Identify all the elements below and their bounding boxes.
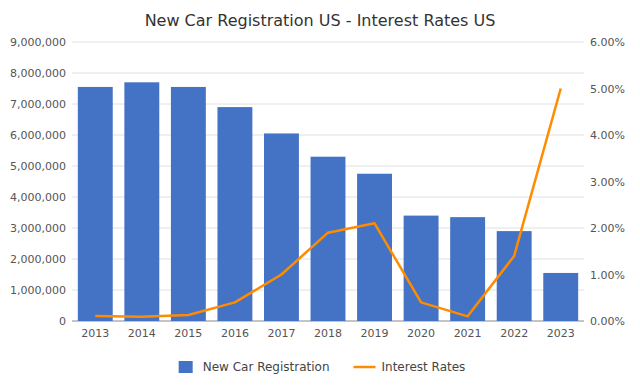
y-tick-label: 1,000,000	[10, 284, 66, 297]
x-tick-label: 2017	[267, 327, 295, 340]
title: New Car Registration US - Interest Rates…	[145, 11, 496, 30]
x-tick-label: 2019	[361, 327, 389, 340]
y2-tick-label: 2.00%	[590, 222, 625, 235]
y-tick-label: 8,000,000	[10, 67, 66, 80]
x-tick-label: 2016	[221, 327, 249, 340]
legend-label: Interest Rates	[382, 360, 466, 374]
line	[95, 89, 560, 317]
bar	[543, 273, 578, 321]
y2-tick-label: 4.00%	[590, 129, 625, 142]
x-tick-label: 2015	[174, 327, 202, 340]
bar	[450, 217, 485, 321]
legend-swatch	[179, 361, 193, 373]
grid-line	[72, 73, 584, 74]
legend-item: New Car Registration	[179, 360, 330, 374]
y-tick-label: 3,000,000	[10, 222, 66, 235]
y2-tick-label: 5.00%	[590, 83, 625, 96]
y-tick-label: 9,000,000	[10, 36, 66, 49]
x-tick-label: 2018	[314, 327, 342, 340]
legend-item: Interest Rates	[354, 360, 466, 374]
x-tick-label: 2023	[547, 327, 575, 340]
y2-tick-label: 0.00%	[590, 315, 625, 328]
marks	[78, 82, 578, 321]
y-tick-label: 4,000,000	[10, 191, 66, 204]
y-tick-label: 0	[59, 315, 66, 328]
legend: New Car Registration Interest Rates	[179, 360, 466, 374]
x-tick-label: 2014	[128, 327, 156, 340]
bar	[124, 82, 159, 321]
y-tick-label: 2,000,000	[10, 253, 66, 266]
bar	[311, 157, 346, 321]
x-tick-label: 2020	[407, 327, 435, 340]
bar	[264, 133, 299, 321]
legend-label: New Car Registration	[203, 360, 330, 374]
bar	[217, 107, 252, 321]
x-tick-label: 2013	[81, 327, 109, 340]
x-tick-label: 2022	[500, 327, 528, 340]
y2-tick-label: 1.00%	[590, 269, 625, 282]
y-tick-label: 7,000,000	[10, 98, 66, 111]
bar	[78, 87, 113, 321]
bar	[357, 174, 392, 321]
bar	[171, 87, 206, 321]
grid-line	[72, 42, 584, 43]
bar	[497, 231, 532, 321]
y2-tick-label: 3.00%	[590, 176, 625, 189]
y2-tick-label: 6.00%	[590, 36, 625, 49]
y-tick-label: 6,000,000	[10, 129, 66, 142]
y-tick-label: 5,000,000	[10, 160, 66, 173]
chart: New Car Registration US - Interest Rates…	[0, 0, 640, 385]
grid	[72, 42, 584, 321]
x-tick-label: 2021	[454, 327, 482, 340]
legend-swatch	[354, 366, 376, 369]
